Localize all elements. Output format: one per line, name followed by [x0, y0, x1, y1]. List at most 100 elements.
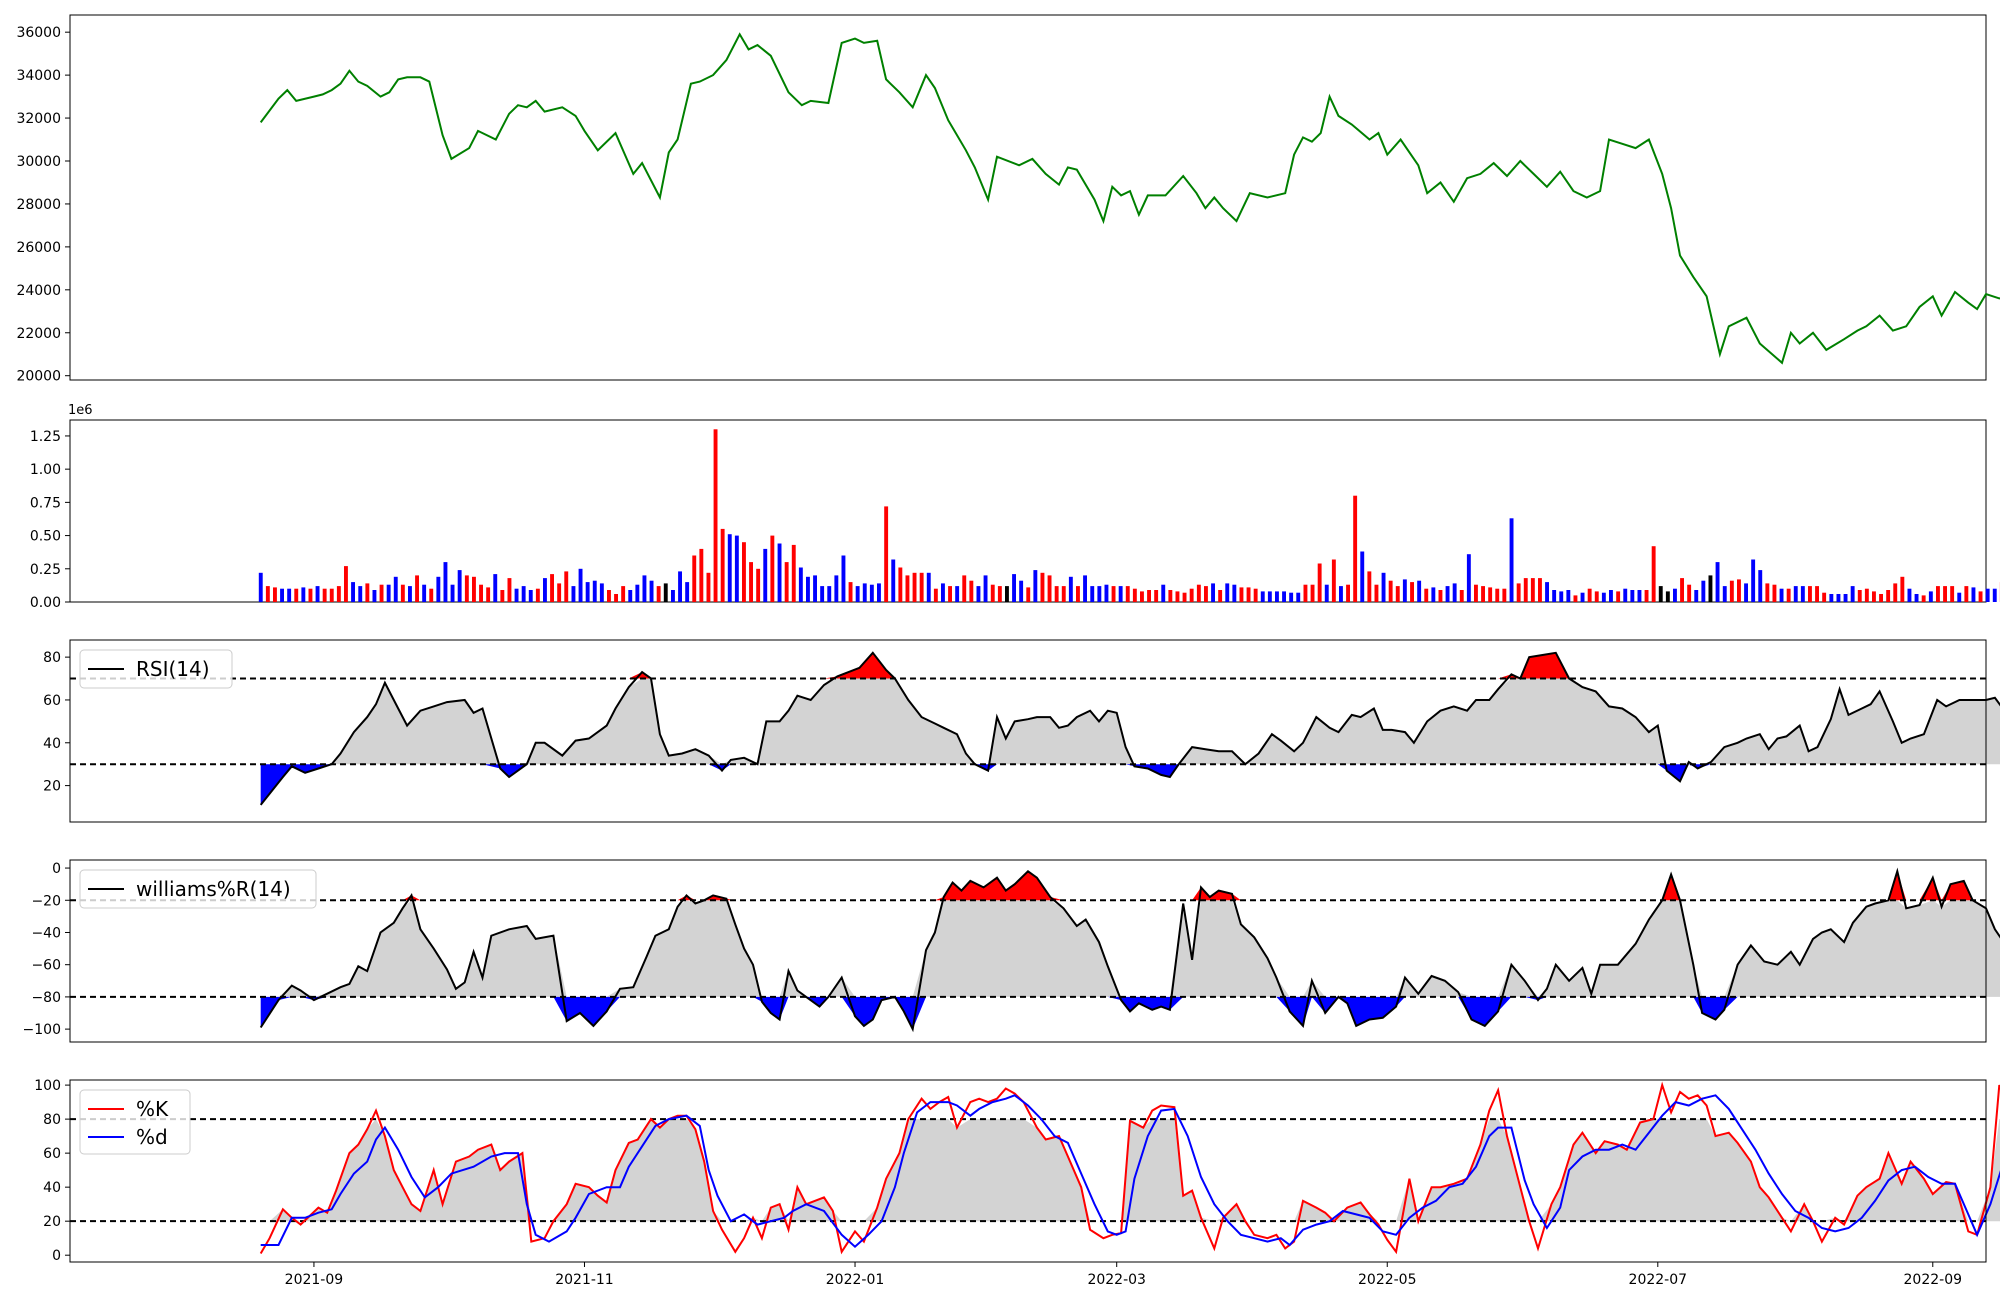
y-tick-label: 20: [43, 1214, 61, 1230]
volume-bar: [834, 575, 839, 602]
stochastic-panel: 0 20 40 60 80 100 %K %d: [34, 1078, 2000, 1264]
volume-bar: [1971, 587, 1976, 602]
rsi-line: [259, 651, 2000, 806]
volume-bar: [1111, 586, 1116, 602]
rsi-neutral-band: [260, 678, 2000, 765]
volume-bar: [1090, 586, 1095, 602]
volume-bar: [1132, 588, 1137, 602]
volume-bar: [1438, 590, 1443, 602]
volume-bar: [1459, 590, 1464, 602]
volume-bar: [287, 588, 292, 602]
volume-bar: [1033, 570, 1038, 602]
volume-bar: [1516, 583, 1521, 602]
volume-bar: [1580, 592, 1585, 602]
volume-bar: [1616, 591, 1621, 602]
volume-bar: [486, 587, 491, 602]
volume-bar: [791, 544, 796, 602]
volume-bar: [1225, 583, 1230, 602]
volume-bar: [1708, 575, 1713, 602]
volume-bar: [1921, 595, 1926, 602]
volume-bar: [1559, 591, 1564, 602]
volume-bar: [1523, 578, 1528, 602]
y-tick-label: 60: [43, 1146, 61, 1162]
volume-bar: [429, 588, 434, 602]
volume-bar: [1147, 590, 1151, 602]
volume-bar: [1353, 495, 1358, 602]
x-axis: 2021-09 2021-11 2022-01 2022-03 2022-05 2022-…: [285, 1262, 1962, 1288]
williams-line: [259, 867, 2000, 1033]
volume-bar: [457, 570, 462, 602]
legend-label: %K: [136, 1097, 169, 1121]
williams-oversold-fill: [260, 996, 2000, 1030]
volume-bar: [408, 586, 412, 602]
volume-bar: [720, 528, 725, 602]
volume-bar: [1232, 584, 1237, 602]
y-tick-label: 1.00: [30, 462, 61, 478]
volume-bar: [436, 576, 441, 602]
volume-bar: [1260, 591, 1265, 602]
volume-bar: [976, 586, 981, 602]
y-tick-label: 34000: [16, 68, 61, 84]
volume-bar: [1566, 590, 1571, 602]
volume-bar: [1936, 586, 1940, 602]
rsi-overbought-fill: [260, 652, 2000, 679]
volume-bar: [1395, 586, 1400, 602]
volume-bar: [1793, 586, 1798, 602]
volume-bar: [336, 586, 341, 602]
volume-bar: [1992, 588, 1997, 602]
volume-bar: [1211, 583, 1215, 602]
x-tick-label: 2021-11: [555, 1272, 614, 1288]
volume-bar: [1886, 590, 1891, 602]
volume-bar: [1765, 583, 1770, 602]
volume-bar: [1495, 588, 1500, 602]
volume-bar: [1893, 583, 1898, 602]
volume-bar: [1829, 594, 1834, 602]
volume-bar: [493, 574, 498, 602]
volume-bar: [678, 571, 682, 602]
volume-bar: [1012, 574, 1016, 602]
volume-bar: [422, 584, 427, 602]
volume-bar: [621, 586, 626, 602]
volume-bar: [372, 590, 377, 602]
volume-bar: [770, 535, 775, 602]
volume-bar: [472, 576, 476, 602]
volume-bar: [926, 572, 931, 602]
volume-bar: [564, 571, 569, 602]
y-tick-label: 24000: [16, 283, 61, 299]
x-tick-label: 2022-03: [1087, 1272, 1146, 1288]
volume-bar: [742, 542, 746, 602]
volume-bar: [1808, 586, 1812, 602]
volume-bar: [1957, 592, 1962, 602]
volume-bar: [1374, 584, 1379, 602]
volume-bar: [1204, 586, 1208, 602]
volume-bar: [1282, 591, 1286, 602]
legend-label: %d: [136, 1125, 168, 1149]
y-tick-label: 28000: [16, 197, 61, 213]
volume-bar: [571, 586, 576, 602]
y-tick-label: 40: [43, 1180, 61, 1196]
y-tick-label: 22000: [16, 326, 61, 342]
volume-bar: [1161, 584, 1166, 602]
volume-bar: [1026, 587, 1031, 602]
volume-bar: [535, 588, 540, 602]
volume-bar: [827, 586, 832, 602]
rsi-oversold-fill: [260, 764, 2000, 805]
volume-bar: [1644, 590, 1649, 602]
volume-bar: [265, 586, 270, 602]
volume-bar: [656, 586, 661, 602]
legend-label: williams%R(14): [136, 877, 291, 901]
volume-bar: [1637, 590, 1642, 602]
volume-bar: [841, 555, 846, 602]
y-tick-label: −20: [31, 893, 61, 909]
stochastic-neutral-band: [260, 1119, 2000, 1222]
legend-box: [79, 1089, 191, 1155]
volume-bar: [763, 548, 768, 602]
volume-bar: [1303, 584, 1308, 602]
volume-bar: [1367, 571, 1372, 602]
y-tick-label: −40: [31, 925, 61, 941]
volume-bar: [1076, 586, 1080, 602]
volume-bar: [948, 586, 952, 602]
volume-bar: [1339, 586, 1343, 602]
volume-bar: [1744, 583, 1748, 602]
legend-label: RSI(14): [136, 657, 210, 681]
